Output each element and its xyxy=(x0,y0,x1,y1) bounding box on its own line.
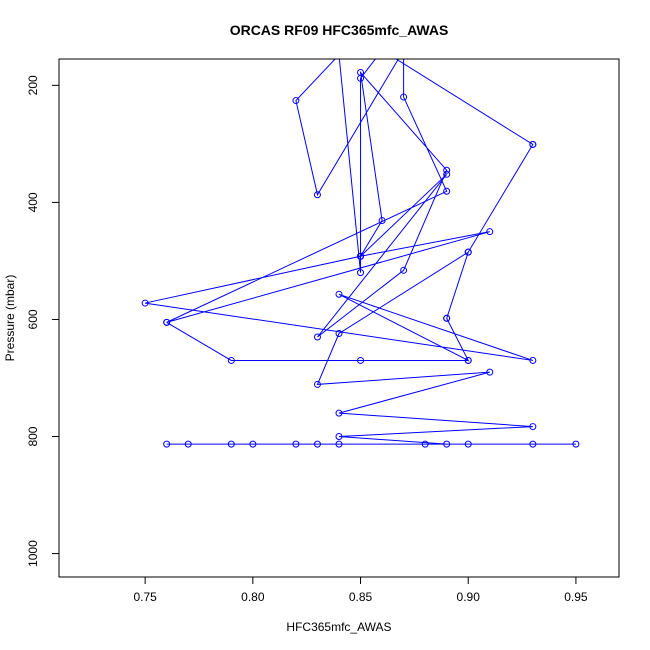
data-point xyxy=(357,269,365,277)
x-axis: 0.75 0.80 0.85 0.90 0.95 xyxy=(133,576,588,604)
data-point xyxy=(335,330,343,338)
y-axis-label: Pressure (mbar) xyxy=(3,275,17,362)
y-tick-label: 600 xyxy=(26,309,40,329)
data-point xyxy=(443,440,451,448)
data-point xyxy=(313,333,321,341)
data-point xyxy=(464,440,472,448)
data-point xyxy=(184,440,192,448)
data-point xyxy=(141,299,149,307)
data-point xyxy=(529,356,537,364)
data-point xyxy=(443,314,451,322)
data-point xyxy=(357,74,365,82)
x-axis-label: HFC365mfc_AWAS xyxy=(286,620,391,634)
data-point xyxy=(335,409,343,417)
x-tick-label: 0.95 xyxy=(564,590,588,604)
data-point xyxy=(335,290,343,298)
data-point xyxy=(443,187,451,195)
data-point xyxy=(227,440,235,448)
plot-area xyxy=(141,59,580,448)
data-point xyxy=(400,266,408,274)
x-tick-label: 0.90 xyxy=(457,590,481,604)
data-point xyxy=(443,170,451,178)
data-point xyxy=(163,440,171,448)
data-point xyxy=(292,97,300,105)
data-point xyxy=(464,248,472,256)
data-point xyxy=(163,318,171,326)
data-point xyxy=(486,368,494,376)
data-point xyxy=(400,93,408,101)
data-point xyxy=(421,440,429,448)
y-axis: 200 400 600 800 1000 xyxy=(26,75,59,567)
data-point xyxy=(464,356,472,364)
chart-title: ORCAS RF09 HFC365mfc_AWAS xyxy=(230,22,449,38)
y-tick-label: 400 xyxy=(26,192,40,212)
x-tick-label: 0.75 xyxy=(133,590,157,604)
data-point xyxy=(529,140,537,148)
data-point xyxy=(313,380,321,388)
series-line xyxy=(145,59,576,445)
data-point xyxy=(529,423,537,431)
data-point xyxy=(335,433,343,441)
data-point xyxy=(378,217,386,225)
data-point xyxy=(249,440,257,448)
y-tick-label: 800 xyxy=(26,426,40,446)
data-point xyxy=(292,440,300,448)
x-tick-label: 0.85 xyxy=(349,590,373,604)
x-tick-label: 0.80 xyxy=(241,590,265,604)
data-point xyxy=(486,228,494,236)
data-point xyxy=(227,356,235,364)
data-point xyxy=(443,166,451,174)
data-point xyxy=(313,191,321,199)
data-point xyxy=(335,440,343,448)
data-point xyxy=(313,440,321,448)
y-tick-label: 200 xyxy=(26,75,40,95)
data-point xyxy=(357,252,365,260)
data-point xyxy=(529,440,537,448)
data-point xyxy=(572,440,580,448)
y-tick-label: 1000 xyxy=(26,540,40,567)
data-point xyxy=(357,356,365,364)
